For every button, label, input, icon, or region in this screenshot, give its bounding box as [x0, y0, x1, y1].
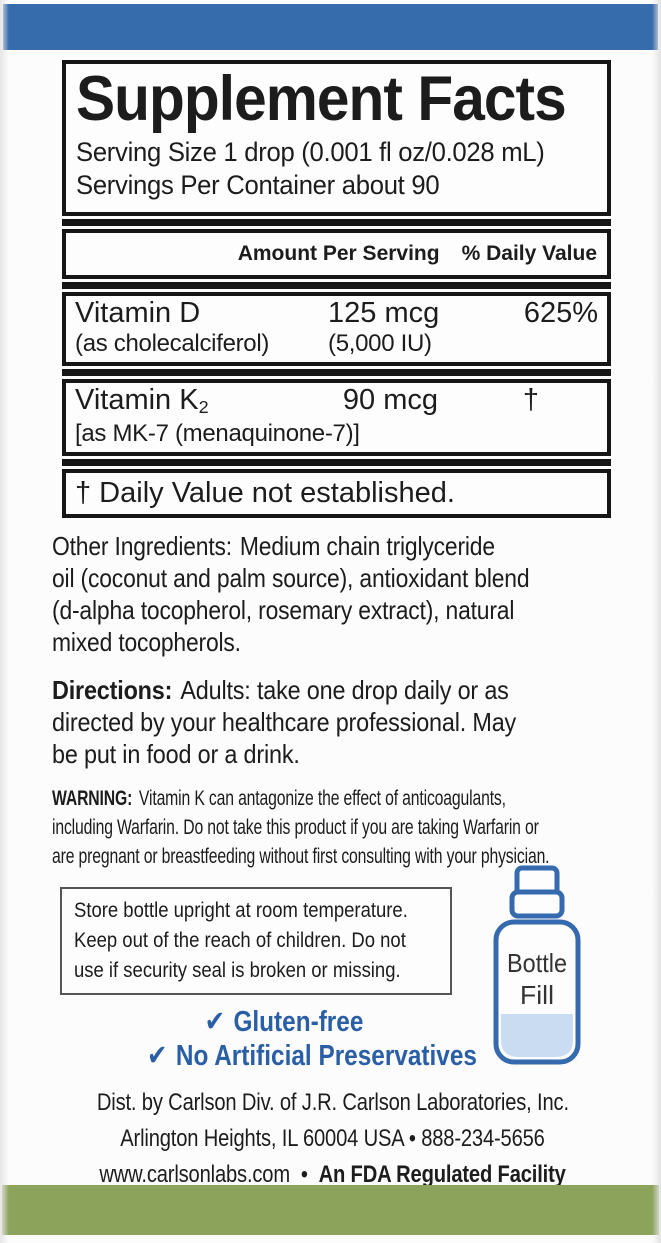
bottle-fill-icon: Bottle Fill — [493, 865, 581, 1065]
nutrient-daily-value: 625% — [523, 297, 598, 329]
website-url: www.carlsonlabs.com — [99, 1161, 290, 1188]
thick-divider-bar — [62, 369, 611, 376]
fda-facility-text: An FDA Regulated Facility — [318, 1161, 566, 1188]
distributor-line3: www.carlsonlabs.com • An FDA Regulated F… — [97, 1157, 568, 1193]
label-right-edge — [652, 0, 661, 1243]
warning-label: WARNING: — [52, 787, 133, 810]
warning-paragraph: WARNING: Vitamin K can antagonize the eff… — [52, 787, 550, 868]
distributor-line1: Dist. by Carlson Div. of J.R. Carlson La… — [96, 1089, 569, 1116]
top-blue-bar — [3, 4, 658, 50]
nutrient-amount-alt: (5,000 IU) — [328, 330, 432, 357]
daily-value-footnote: † Daily Value not established. — [62, 469, 611, 518]
thick-divider-bar — [62, 219, 611, 226]
bottle-label-line1: Bottle — [507, 948, 567, 978]
storage-notice-box: Store bottle upright at room temperature… — [60, 887, 452, 995]
thick-divider-bar — [62, 282, 611, 289]
subscript: 2 — [198, 396, 209, 417]
nutrient-amount: 90 mcg — [342, 384, 438, 416]
servings-per-container-line: Servings Per Container about 90 — [76, 170, 440, 200]
nutrient-row-vitamin-k2: Vitamin K2 90 mcg † [as MK-7 (menaquinon… — [62, 379, 611, 456]
directions-label: Directions: — [52, 675, 173, 705]
distributor-info: Dist. by Carlson Div. of J.R. Carlson La… — [52, 1085, 613, 1193]
label-content: Supplement Facts Serving Size 1 drop (0.… — [52, 60, 613, 1193]
facts-column-headers: Amount Per Serving % Daily Value — [62, 229, 611, 279]
label-left-edge — [0, 0, 9, 1243]
checkmark-icon: ✔ — [147, 1040, 168, 1072]
checkmark-icon: ✔ — [204, 1006, 226, 1038]
daily-value-header: % Daily Value — [461, 242, 597, 265]
other-ingredients-label: Other Ingredients: — [52, 531, 232, 561]
nutrient-amount: 125 mcg — [328, 297, 440, 329]
supplement-facts-panel: Supplement Facts Serving Size 1 drop (0.… — [62, 60, 611, 518]
supplement-facts-title: Supplement Facts — [76, 64, 567, 134]
directions-paragraph: Directions: Adults: take one drop daily o… — [52, 675, 517, 769]
badge-gluten-free: ✔ Gluten-free — [204, 1006, 364, 1038]
other-ingredients-paragraph: Other Ingredients: Medium chain triglycer… — [52, 531, 530, 657]
nutrient-source: (as cholecalciferol) — [75, 330, 270, 357]
facts-title-box: Supplement Facts Serving Size 1 drop (0.… — [62, 60, 611, 216]
bottom-green-bar — [2, 1185, 659, 1235]
bottle-label-line2: Fill — [520, 980, 554, 1010]
bullet-separator: • — [300, 1161, 308, 1188]
nutrient-row-vitamin-d: Vitamin D 125 mcg 625% (as cholecalcifer… — [62, 292, 611, 366]
thick-divider-bar — [62, 459, 611, 466]
nutrient-name: Vitamin K2 — [75, 384, 209, 417]
badge-no-artificial-preservatives: ✔ No Artificial Preservatives — [147, 1040, 477, 1072]
nutrient-name: Vitamin D — [75, 297, 201, 329]
nutrient-daily-value-dagger: † — [522, 384, 540, 416]
amount-per-serving-header: Amount Per Serving — [237, 242, 440, 265]
nutrient-source: [as MK-7 (menaquinone-7)] — [75, 420, 360, 447]
serving-size-line: Serving Size 1 drop (0.001 fl oz/0.028 m… — [76, 137, 545, 167]
feature-badges: ✔ Gluten-free ✔ No Artificial Preservative… — [52, 1005, 572, 1073]
distributor-line2: Arlington Heights, IL 60004 USA • 888-23… — [120, 1125, 545, 1152]
serving-info: Serving Size 1 drop (0.001 fl oz/0.028 m… — [76, 136, 599, 202]
